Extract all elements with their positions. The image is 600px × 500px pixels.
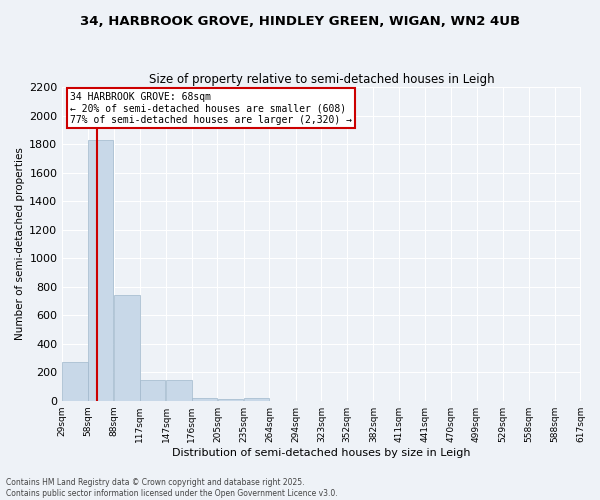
Bar: [140, 380, 165, 400]
Bar: [115, 295, 140, 401]
Title: Size of property relative to semi-detached houses in Leigh: Size of property relative to semi-detach…: [149, 73, 494, 86]
Text: Contains HM Land Registry data © Crown copyright and database right 2025.
Contai: Contains HM Land Registry data © Crown c…: [6, 478, 338, 498]
Text: 34 HARBROOK GROVE: 68sqm
← 20% of semi-detached houses are smaller (608)
77% of : 34 HARBROOK GROVE: 68sqm ← 20% of semi-d…: [70, 92, 352, 125]
Text: 34, HARBROOK GROVE, HINDLEY GREEN, WIGAN, WN2 4UB: 34, HARBROOK GROVE, HINDLEY GREEN, WIGAN…: [80, 15, 520, 28]
Bar: [244, 398, 269, 400]
Bar: [192, 398, 217, 400]
Bar: [88, 140, 113, 400]
Bar: [166, 380, 192, 400]
Y-axis label: Number of semi-detached properties: Number of semi-detached properties: [15, 148, 25, 340]
Bar: [62, 362, 88, 401]
X-axis label: Distribution of semi-detached houses by size in Leigh: Distribution of semi-detached houses by …: [172, 448, 470, 458]
